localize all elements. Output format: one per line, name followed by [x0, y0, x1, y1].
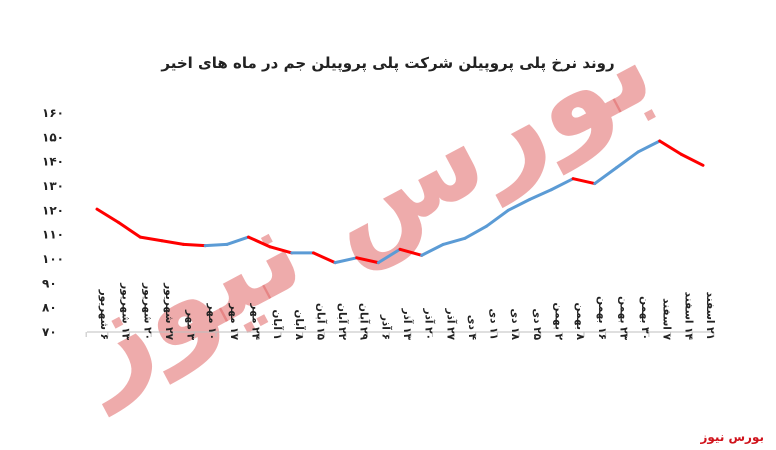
series-segment — [441, 236, 467, 246]
x-tick-label: ۴ دی — [466, 315, 478, 341]
y-tick-label: ۱۵۰ — [42, 130, 64, 144]
series-segment — [571, 177, 597, 186]
series-segment — [138, 235, 164, 243]
x-tick-label: ۸ آبان — [293, 309, 306, 340]
series-segment — [679, 152, 705, 167]
x-tick-label: ۲ بهمن — [553, 303, 565, 341]
x-tick-label: ۲۱ اسفند — [704, 292, 716, 340]
y-axis-ticks: ۷۰ ۸۰ ۹۰ ۱۰۰ ۱۱۰ ۱۲۰ ۱۳۰ ۱۴۰ ۱۵۰ ۱۶۰ — [42, 106, 64, 339]
y-tick-label: ۷۰ — [42, 325, 57, 339]
series-segment — [160, 239, 186, 246]
x-tick-label: ۲۷ شهریور — [163, 282, 175, 340]
series-segment — [203, 242, 229, 248]
series-line — [95, 139, 705, 265]
x-tick-label: ۲۴ مهر — [250, 303, 262, 341]
y-tick-label: ۱۲۰ — [42, 203, 64, 217]
chart-title: روند نرخ پلی پروپیلن شرکت پلی پروپیلن جم… — [160, 54, 614, 73]
x-tick-label: ۳۰ بهمن — [639, 296, 651, 340]
x-tick-label: ۱۰ مهر — [206, 303, 218, 340]
series-segment — [528, 188, 553, 201]
x-tick-label: ۱۸ دی — [509, 309, 521, 341]
series-segment — [311, 251, 337, 265]
x-tick-label: ۱ آبان — [271, 309, 284, 340]
x-tick-label: ۷ اسفند — [661, 298, 673, 341]
x-tick-label: ۱۱ دی — [488, 309, 500, 341]
x-tick-label: ۱۵ آبان — [314, 303, 327, 341]
y-tick-label: ۸۰ — [42, 301, 57, 315]
series-segment — [117, 221, 142, 239]
x-axis-ticks: ۶ شهریور ۱۳ شهریور ۲۰ شهریور ۲۷ شهریور ۳ مهر… — [85, 282, 716, 341]
series-segment — [463, 224, 489, 240]
series-segment — [333, 256, 359, 265]
x-tick-label: ۱۴ اسفند — [682, 292, 694, 341]
series-segment — [376, 247, 402, 265]
x-tick-label: ۲۰ آذر — [423, 307, 436, 340]
series-segment — [485, 208, 510, 228]
x-tick-label: ۲۰ شهریور — [141, 282, 153, 340]
x-tick-label: ۲۵ دی — [531, 309, 543, 341]
brand-label: بورس نیوز — [700, 430, 764, 444]
series-segment — [614, 150, 640, 170]
y-tick-label: ۱۴۰ — [42, 155, 64, 169]
series-segment — [225, 235, 250, 246]
x-tick-label: ۶ آذر — [379, 314, 392, 340]
y-tick-label: ۱۶۰ — [42, 106, 64, 120]
y-tick-label: ۱۰۰ — [42, 252, 64, 266]
x-tick-label: ۲۲ آبان — [336, 303, 349, 341]
series-segment — [658, 139, 683, 156]
series-segment — [593, 166, 618, 186]
x-tick-label: ۲۳ بهمن — [617, 296, 629, 340]
x-tick-label: ۱۳ شهریور — [120, 282, 132, 340]
series-segment — [182, 242, 207, 248]
x-tick-label: ۸ بهمن — [574, 303, 586, 341]
series-segment — [420, 242, 445, 257]
series-segment — [355, 256, 380, 265]
y-tick-label: ۱۱۰ — [42, 228, 64, 242]
x-tick-label: ۲۹ آبان — [358, 303, 371, 341]
series-segment — [95, 207, 121, 224]
x-tick-label: ۱۶ بهمن — [596, 296, 608, 340]
series-segment — [550, 177, 575, 192]
x-tick-label: ۶ شهریور — [98, 289, 110, 340]
x-tick-label: ۲۷ آذر — [444, 307, 457, 340]
x-tick-label: ۱۳ آذر — [401, 307, 414, 340]
series-segment — [398, 247, 424, 257]
series-segment — [506, 197, 532, 212]
y-tick-label: ۱۳۰ — [42, 179, 64, 193]
series-segment — [636, 139, 662, 154]
series-segment — [247, 235, 272, 249]
y-tick-label: ۹۰ — [42, 276, 57, 290]
x-tick-label: ۱۷ مهر — [228, 303, 240, 341]
series-segment — [268, 245, 294, 255]
x-tick-label: ۳ مهر — [185, 309, 197, 341]
